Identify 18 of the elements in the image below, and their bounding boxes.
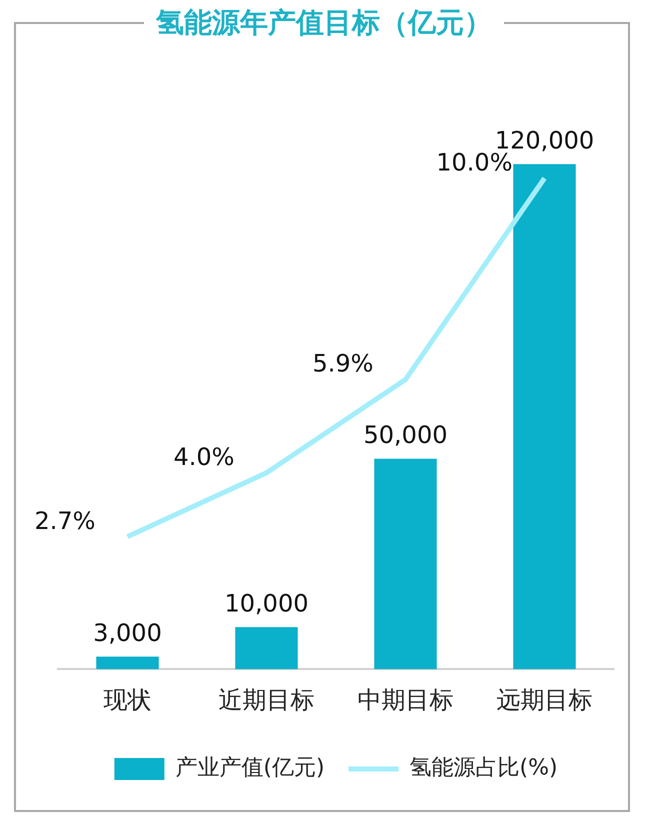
- data-label: 10.0%: [436, 148, 512, 176]
- bar: [96, 656, 159, 670]
- data-label: 4.0%: [174, 443, 234, 472]
- x-tick-label: 现状: [104, 686, 152, 714]
- legend-label: 产业产值(亿元): [175, 756, 325, 781]
- x-tick-label: 近期目标: [218, 686, 314, 714]
- bar: [374, 458, 437, 670]
- bar: [513, 164, 576, 670]
- data-label: 2.7%: [34, 506, 96, 535]
- x-tick-label: 远期目标: [496, 686, 592, 714]
- data-label: 3,000: [93, 618, 162, 647]
- chart-title: 氢能源年产值目标（亿元）: [144, 6, 504, 39]
- bar: [235, 627, 298, 670]
- legend-label: 氢能源占比(%): [410, 756, 558, 781]
- data-label: 50,000: [364, 421, 448, 450]
- data-label: 5.9%: [312, 350, 374, 378]
- x-tick-label: 中期目标: [358, 686, 454, 714]
- data-label: 10,000: [224, 589, 308, 618]
